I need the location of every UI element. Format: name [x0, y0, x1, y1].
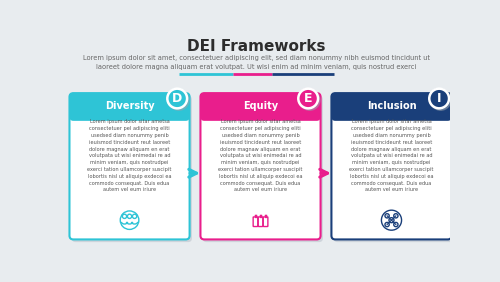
FancyBboxPatch shape — [70, 93, 190, 239]
Text: laoreet dolore magna aliquam erat volutpat. Ut wisi enim ad minim veniam, quis n: laoreet dolore magna aliquam erat volutp… — [96, 64, 416, 70]
Text: I: I — [437, 92, 442, 105]
Text: Inclusion: Inclusion — [366, 101, 416, 111]
Text: Equity: Equity — [243, 101, 278, 111]
FancyBboxPatch shape — [332, 93, 452, 239]
Text: E: E — [304, 92, 312, 105]
Text: Lorem ipsum dolor sit amet, consectetuer adipiscing elit, sed diam nonummy nibh : Lorem ipsum dolor sit amet, consectetuer… — [83, 56, 430, 61]
Bar — [74, 106, 186, 117]
Circle shape — [298, 89, 318, 108]
Text: Lorem ipsum dolor sitar ametsa
consectetuer pel adipiscing eliti
usedsed diam no: Lorem ipsum dolor sitar ametsa consectet… — [218, 119, 302, 192]
Circle shape — [430, 90, 451, 110]
Circle shape — [168, 90, 189, 110]
Text: D: D — [172, 92, 182, 105]
Circle shape — [300, 90, 320, 110]
Bar — [260, 215, 262, 217]
Bar — [254, 215, 256, 217]
Text: DEI Frameworks: DEI Frameworks — [187, 39, 326, 54]
FancyBboxPatch shape — [203, 96, 323, 242]
FancyBboxPatch shape — [200, 93, 320, 121]
Bar — [204, 106, 316, 117]
Circle shape — [430, 89, 449, 108]
FancyBboxPatch shape — [72, 96, 192, 242]
Bar — [264, 215, 266, 217]
Text: Lorem ipsum dolor sitar ametsa
consectetuer pel adipiscing eliti
usedsed diam no: Lorem ipsum dolor sitar ametsa consectet… — [88, 119, 172, 192]
FancyBboxPatch shape — [200, 93, 320, 239]
Text: Lorem ipsum dolor sitar ametsa
consectetuer pel adipiscing eliti
usedsed diam no: Lorem ipsum dolor sitar ametsa consectet… — [350, 119, 434, 192]
FancyBboxPatch shape — [332, 93, 452, 121]
Bar — [336, 106, 448, 117]
Text: Diversity: Diversity — [104, 101, 154, 111]
FancyBboxPatch shape — [334, 96, 454, 242]
FancyBboxPatch shape — [70, 93, 190, 121]
Circle shape — [168, 89, 187, 108]
